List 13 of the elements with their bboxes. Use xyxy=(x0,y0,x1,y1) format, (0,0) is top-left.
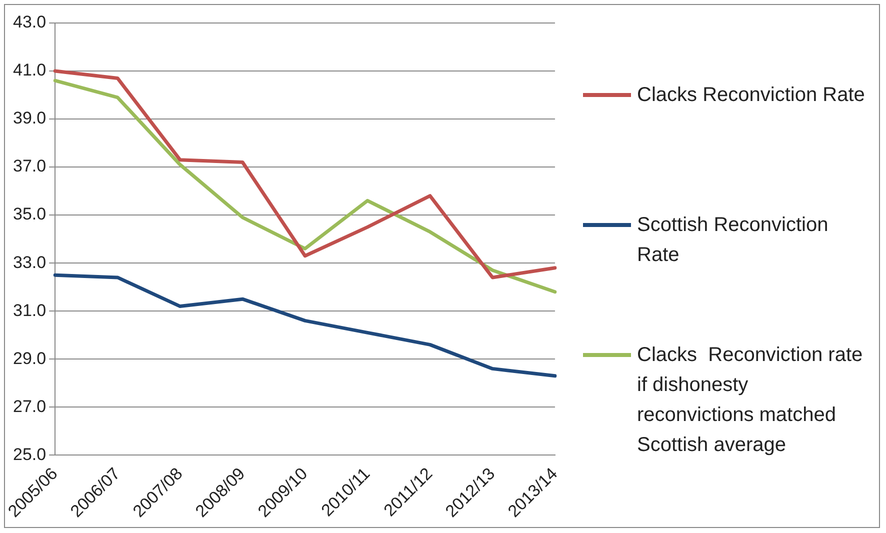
y-tick-label: 39.0 xyxy=(12,108,46,128)
y-tick-label: 31.0 xyxy=(12,300,46,320)
y-tick-label: 33.0 xyxy=(12,252,46,272)
y-tick-label: 29.0 xyxy=(12,348,46,368)
y-tick-label: 43.0 xyxy=(12,12,46,32)
y-tick-label: 25.0 xyxy=(12,444,46,464)
y-tick-label: 27.0 xyxy=(12,396,46,416)
y-tick-label: 35.0 xyxy=(12,204,46,224)
y-tick-label: 37.0 xyxy=(12,156,46,176)
y-tick-label: 41.0 xyxy=(12,60,46,80)
legend-label: Scottish Reconviction Rate xyxy=(637,213,830,268)
legend-label: Clacks Reconviction rate if dishonesty reconvictions matched Scottish average xyxy=(637,343,864,458)
legend-label: Clacks Reconviction Rate xyxy=(637,83,866,108)
